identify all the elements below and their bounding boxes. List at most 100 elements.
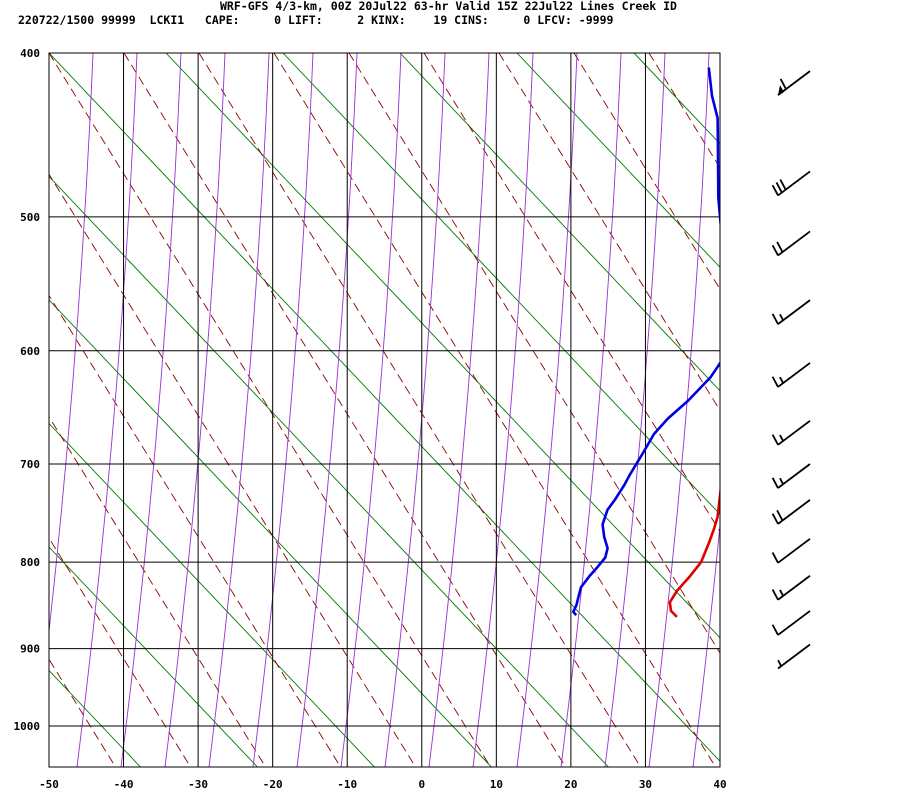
wind-barb — [771, 230, 811, 257]
wind-barb-staff — [777, 463, 811, 489]
moist-adiabat-line — [340, 53, 402, 767]
dry-adiabat-line — [198, 53, 642, 767]
moist-adiabat-line — [49, 53, 94, 636]
temperature-tick-label: 0 — [418, 778, 425, 791]
moist-adiabat-line — [208, 53, 270, 767]
wind-barb-feather — [776, 241, 784, 253]
wind-barb — [771, 170, 811, 197]
wind-barb-feather — [771, 434, 779, 446]
wind-barb-staff — [777, 538, 811, 564]
wind-barb-feather — [779, 434, 784, 442]
wind-barb-feather — [776, 509, 784, 521]
dry-adiabat-line — [724, 53, 900, 800]
sounding-series — [572, 67, 720, 618]
moist-adiabat-line — [76, 53, 138, 767]
pressure-tick-label: 900 — [20, 643, 40, 656]
pressure-tick-label: 1000 — [14, 720, 41, 733]
wind-barb-feather — [777, 659, 782, 667]
wind-barb-feather — [771, 244, 779, 256]
wind-barb — [771, 499, 811, 525]
moist-adiabat-line — [49, 53, 50, 64]
wind-barb-feather — [779, 477, 784, 485]
wind-barb-staff — [777, 170, 811, 197]
wind-barb-staff — [777, 362, 811, 388]
dry-adiabat-line — [49, 294, 342, 767]
temperature-tick-label: 40 — [713, 778, 726, 791]
mixing-ratio-line — [49, 299, 493, 767]
pressure-tick-label: 600 — [20, 345, 40, 358]
temperature-tick-labels: -50 -40 -30 -20 -10 0 10 20 30 40 — [39, 778, 727, 791]
dry-adiabat-line — [49, 658, 117, 767]
wind-barb-feather — [775, 181, 783, 193]
wind-barb — [771, 299, 811, 325]
dry-adiabat-line — [0, 53, 69, 800]
pressure-tick-label: 800 — [20, 556, 40, 569]
chart-title-line-1: WRF-GFS 4/3-km, 00Z 20Jul22 63-hr Valid … — [220, 0, 677, 13]
moist-adiabat-line — [560, 53, 622, 767]
temperature-tick-label: -50 — [39, 778, 59, 791]
wind-barb-feather — [771, 184, 779, 196]
moist-adiabat-line — [472, 53, 534, 767]
wind-barb — [771, 420, 811, 446]
temperature-tick-label: -20 — [263, 778, 283, 791]
mixing-ratio-line — [868, 53, 900, 800]
wind-barb-feather — [779, 179, 787, 191]
moist-adiabat-line — [428, 53, 490, 767]
moist-adiabat-line — [692, 520, 720, 767]
moist-adiabat-line — [0, 53, 5, 767]
mixing-ratio-line — [516, 53, 720, 268]
dewpoint-profile-line — [572, 67, 720, 617]
wind-barb-feather — [779, 78, 787, 90]
wind-barb — [771, 463, 811, 489]
mixing-ratio-line — [49, 53, 720, 762]
wind-barb-feather — [779, 376, 784, 384]
dry-adiabat-line — [273, 53, 717, 767]
wind-barb-feather — [771, 477, 779, 489]
moist-adiabat-line — [164, 53, 226, 767]
mixing-ratio-line — [49, 175, 610, 767]
wind-barb — [771, 575, 811, 601]
wind-barb-pennant — [778, 85, 784, 96]
wind-barb-feather — [771, 513, 779, 525]
pressure-tick-label: 400 — [20, 47, 40, 60]
moist-adiabat-line — [825, 53, 885, 767]
mixing-ratio-line — [633, 53, 720, 145]
moist-adiabat-line — [516, 53, 578, 767]
temperature-tick-label: 20 — [564, 778, 577, 791]
mixing-ratio-line — [0, 53, 67, 800]
wind-barb-staff — [777, 299, 811, 325]
wind-barbs — [771, 70, 811, 670]
wind-barb-staff — [777, 643, 811, 670]
mixing-ratio-line — [399, 53, 720, 392]
temperature-tick-label: 10 — [490, 778, 503, 791]
wind-barb-feather — [779, 313, 784, 321]
wind-barb-staff — [777, 499, 811, 525]
mixing-ratio-line — [49, 546, 259, 767]
moist-adiabat-line — [120, 53, 182, 767]
dry-adiabat-line — [49, 173, 417, 767]
dry-adiabat-line — [648, 53, 720, 169]
dry-adiabat-line — [874, 53, 900, 800]
mixing-ratio-line — [49, 669, 142, 767]
wind-barb — [771, 538, 811, 564]
mixing-ratio-line — [282, 53, 720, 515]
temperature-tick-label: 30 — [639, 778, 652, 791]
dry-adiabat-line — [49, 537, 192, 767]
dry-adiabat-line — [49, 53, 492, 767]
wind-barb-feather — [771, 589, 779, 601]
temperature-tick-label: -40 — [114, 778, 134, 791]
dry-adiabat-line — [573, 53, 720, 290]
background-lines — [0, 53, 900, 800]
pressure-tick-label: 500 — [20, 211, 40, 224]
wind-barb-feather — [771, 624, 779, 636]
wind-barb — [771, 362, 811, 388]
moist-adiabat-line — [252, 53, 314, 767]
mixing-ratio-line — [49, 422, 376, 767]
wind-barb — [777, 643, 811, 670]
wind-barb-staff — [777, 230, 811, 257]
moist-adiabat-line — [384, 53, 446, 767]
wind-barb-feather — [771, 313, 779, 325]
plot-frame — [48, 52, 721, 768]
mixing-ratio-line — [751, 53, 900, 800]
